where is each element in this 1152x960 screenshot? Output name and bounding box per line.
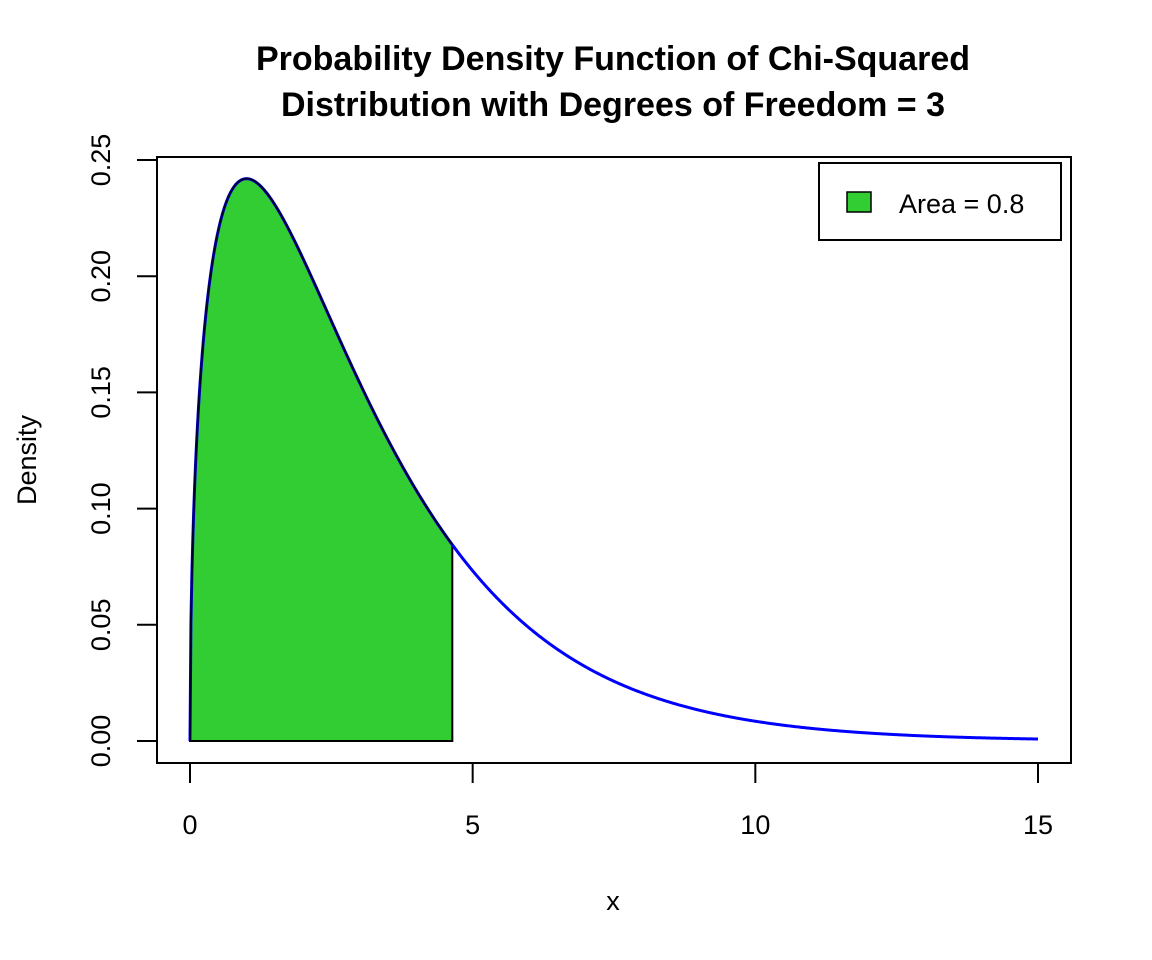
y-axis: 0.00 0.05 0.10 0.15 0.20 0.25 bbox=[86, 134, 158, 768]
chart-title-line-1: Probability Density Function of Chi-Squa… bbox=[256, 40, 970, 78]
shaded-area-outline bbox=[189, 177, 454, 742]
y-tick-label: 0.05 bbox=[86, 599, 116, 652]
x-tick-label: 0 bbox=[182, 810, 197, 840]
x-axis: 0 5 10 15 bbox=[182, 762, 1053, 840]
x-tick-label: 15 bbox=[1023, 810, 1053, 840]
shaded-area-layer bbox=[188, 177, 454, 742]
y-tick-label: 0.25 bbox=[86, 134, 116, 187]
legend: Area = 0.8 bbox=[818, 162, 1062, 241]
x-tick-label: 5 bbox=[465, 810, 480, 840]
legend-swatch bbox=[846, 191, 872, 213]
y-tick-label: 0.10 bbox=[86, 482, 116, 535]
x-tick-label: 10 bbox=[740, 810, 770, 840]
legend-label: Area = 0.8 bbox=[899, 189, 1024, 219]
shaded-area bbox=[188, 177, 454, 742]
x-axis-label: x bbox=[606, 886, 620, 916]
y-tick-label: 0.15 bbox=[86, 366, 116, 419]
y-axis-label: Density bbox=[12, 414, 42, 505]
chart-title-line-2: Distribution with Degrees of Freedom = 3 bbox=[281, 86, 945, 124]
density-curve-layer bbox=[188, 177, 1039, 742]
y-tick-label: 0.00 bbox=[86, 715, 116, 768]
y-tick-label: 0.20 bbox=[86, 250, 116, 303]
